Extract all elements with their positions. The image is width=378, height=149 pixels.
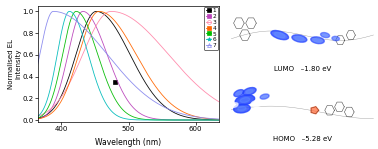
Ellipse shape [231,103,238,107]
Legend: 1, 2, 3, 4, 5, 6, 7: 1, 2, 3, 4, 5, 6, 7 [204,7,218,50]
Ellipse shape [238,106,246,111]
Ellipse shape [246,90,253,93]
Ellipse shape [234,104,250,113]
Ellipse shape [240,97,250,103]
Ellipse shape [295,36,304,41]
Ellipse shape [321,33,330,38]
Ellipse shape [235,95,255,105]
Ellipse shape [333,37,338,40]
Ellipse shape [292,35,307,42]
Ellipse shape [249,113,259,118]
Ellipse shape [322,34,328,37]
Ellipse shape [251,100,263,107]
Y-axis label: Normalised EL
Intensity: Normalised EL Intensity [8,39,21,89]
Text: HOMO   –5.28 eV: HOMO –5.28 eV [273,136,332,142]
Ellipse shape [285,43,296,48]
Text: LUMO   –1.80 eV: LUMO –1.80 eV [274,66,331,72]
Ellipse shape [332,36,339,41]
Ellipse shape [243,88,256,95]
Ellipse shape [234,90,244,97]
Ellipse shape [262,95,267,98]
Ellipse shape [260,94,269,99]
Ellipse shape [279,23,290,30]
Ellipse shape [274,32,285,38]
Ellipse shape [311,37,324,44]
Ellipse shape [236,91,242,95]
Ellipse shape [300,29,311,35]
X-axis label: Wavelength (nm): Wavelength (nm) [96,138,161,147]
Polygon shape [311,107,319,114]
Ellipse shape [271,31,288,40]
Ellipse shape [313,38,322,42]
